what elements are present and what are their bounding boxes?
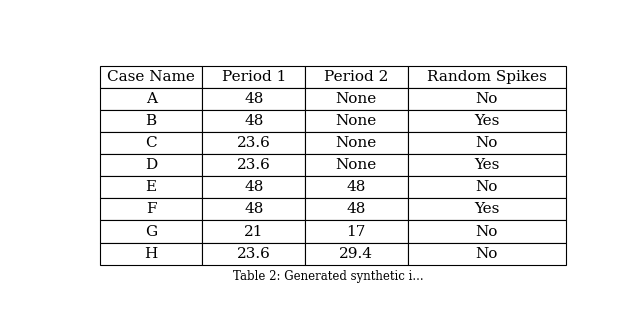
- Bar: [305, 88, 408, 110]
- Bar: [305, 220, 408, 243]
- Text: 48: 48: [244, 114, 264, 128]
- Bar: [100, 243, 202, 265]
- Bar: [202, 176, 305, 198]
- Text: F: F: [146, 202, 156, 216]
- Text: 23.6: 23.6: [237, 136, 271, 150]
- Text: Yes: Yes: [474, 202, 499, 216]
- Text: None: None: [335, 136, 377, 150]
- Text: No: No: [476, 92, 498, 106]
- Text: Case Name: Case Name: [107, 70, 195, 84]
- Bar: [202, 88, 305, 110]
- Bar: [408, 88, 566, 110]
- Text: Yes: Yes: [474, 158, 499, 172]
- Bar: [100, 154, 202, 176]
- Bar: [305, 243, 408, 265]
- Text: Yes: Yes: [474, 114, 499, 128]
- Bar: [202, 66, 305, 88]
- Text: 29.4: 29.4: [339, 247, 373, 261]
- Bar: [202, 132, 305, 154]
- Bar: [202, 198, 305, 220]
- Bar: [202, 220, 305, 243]
- Text: Period 2: Period 2: [324, 70, 388, 84]
- Bar: [202, 243, 305, 265]
- Bar: [408, 66, 566, 88]
- Text: No: No: [476, 247, 498, 261]
- Text: None: None: [335, 92, 377, 106]
- Bar: [305, 154, 408, 176]
- Bar: [100, 220, 202, 243]
- Bar: [100, 132, 202, 154]
- Bar: [408, 132, 566, 154]
- Bar: [100, 110, 202, 132]
- Text: G: G: [145, 224, 157, 239]
- Text: No: No: [476, 136, 498, 150]
- Text: Period 1: Period 1: [221, 70, 286, 84]
- Bar: [100, 88, 202, 110]
- Bar: [305, 176, 408, 198]
- Bar: [408, 154, 566, 176]
- Bar: [305, 110, 408, 132]
- Text: No: No: [476, 180, 498, 194]
- Text: 48: 48: [347, 202, 366, 216]
- Bar: [202, 110, 305, 132]
- Text: D: D: [145, 158, 157, 172]
- Text: A: A: [146, 92, 157, 106]
- Bar: [100, 66, 202, 88]
- Text: H: H: [145, 247, 157, 261]
- Bar: [408, 110, 566, 132]
- Bar: [305, 66, 408, 88]
- Bar: [305, 198, 408, 220]
- Text: 48: 48: [347, 180, 366, 194]
- Bar: [305, 132, 408, 154]
- Text: 48: 48: [244, 180, 264, 194]
- Bar: [408, 243, 566, 265]
- Text: B: B: [145, 114, 157, 128]
- Bar: [408, 198, 566, 220]
- Text: Table 2: Generated synthetic i...: Table 2: Generated synthetic i...: [233, 270, 423, 283]
- Text: None: None: [335, 158, 377, 172]
- Bar: [100, 198, 202, 220]
- Text: 23.6: 23.6: [237, 158, 271, 172]
- Text: 21: 21: [244, 224, 264, 239]
- Bar: [408, 176, 566, 198]
- Text: 48: 48: [244, 202, 264, 216]
- Bar: [408, 220, 566, 243]
- Text: Random Spikes: Random Spikes: [427, 70, 547, 84]
- Text: 48: 48: [244, 92, 264, 106]
- Text: 23.6: 23.6: [237, 247, 271, 261]
- Text: None: None: [335, 114, 377, 128]
- Text: C: C: [145, 136, 157, 150]
- Bar: [100, 176, 202, 198]
- Text: No: No: [476, 224, 498, 239]
- Text: E: E: [145, 180, 157, 194]
- Bar: [202, 154, 305, 176]
- Text: 17: 17: [347, 224, 366, 239]
